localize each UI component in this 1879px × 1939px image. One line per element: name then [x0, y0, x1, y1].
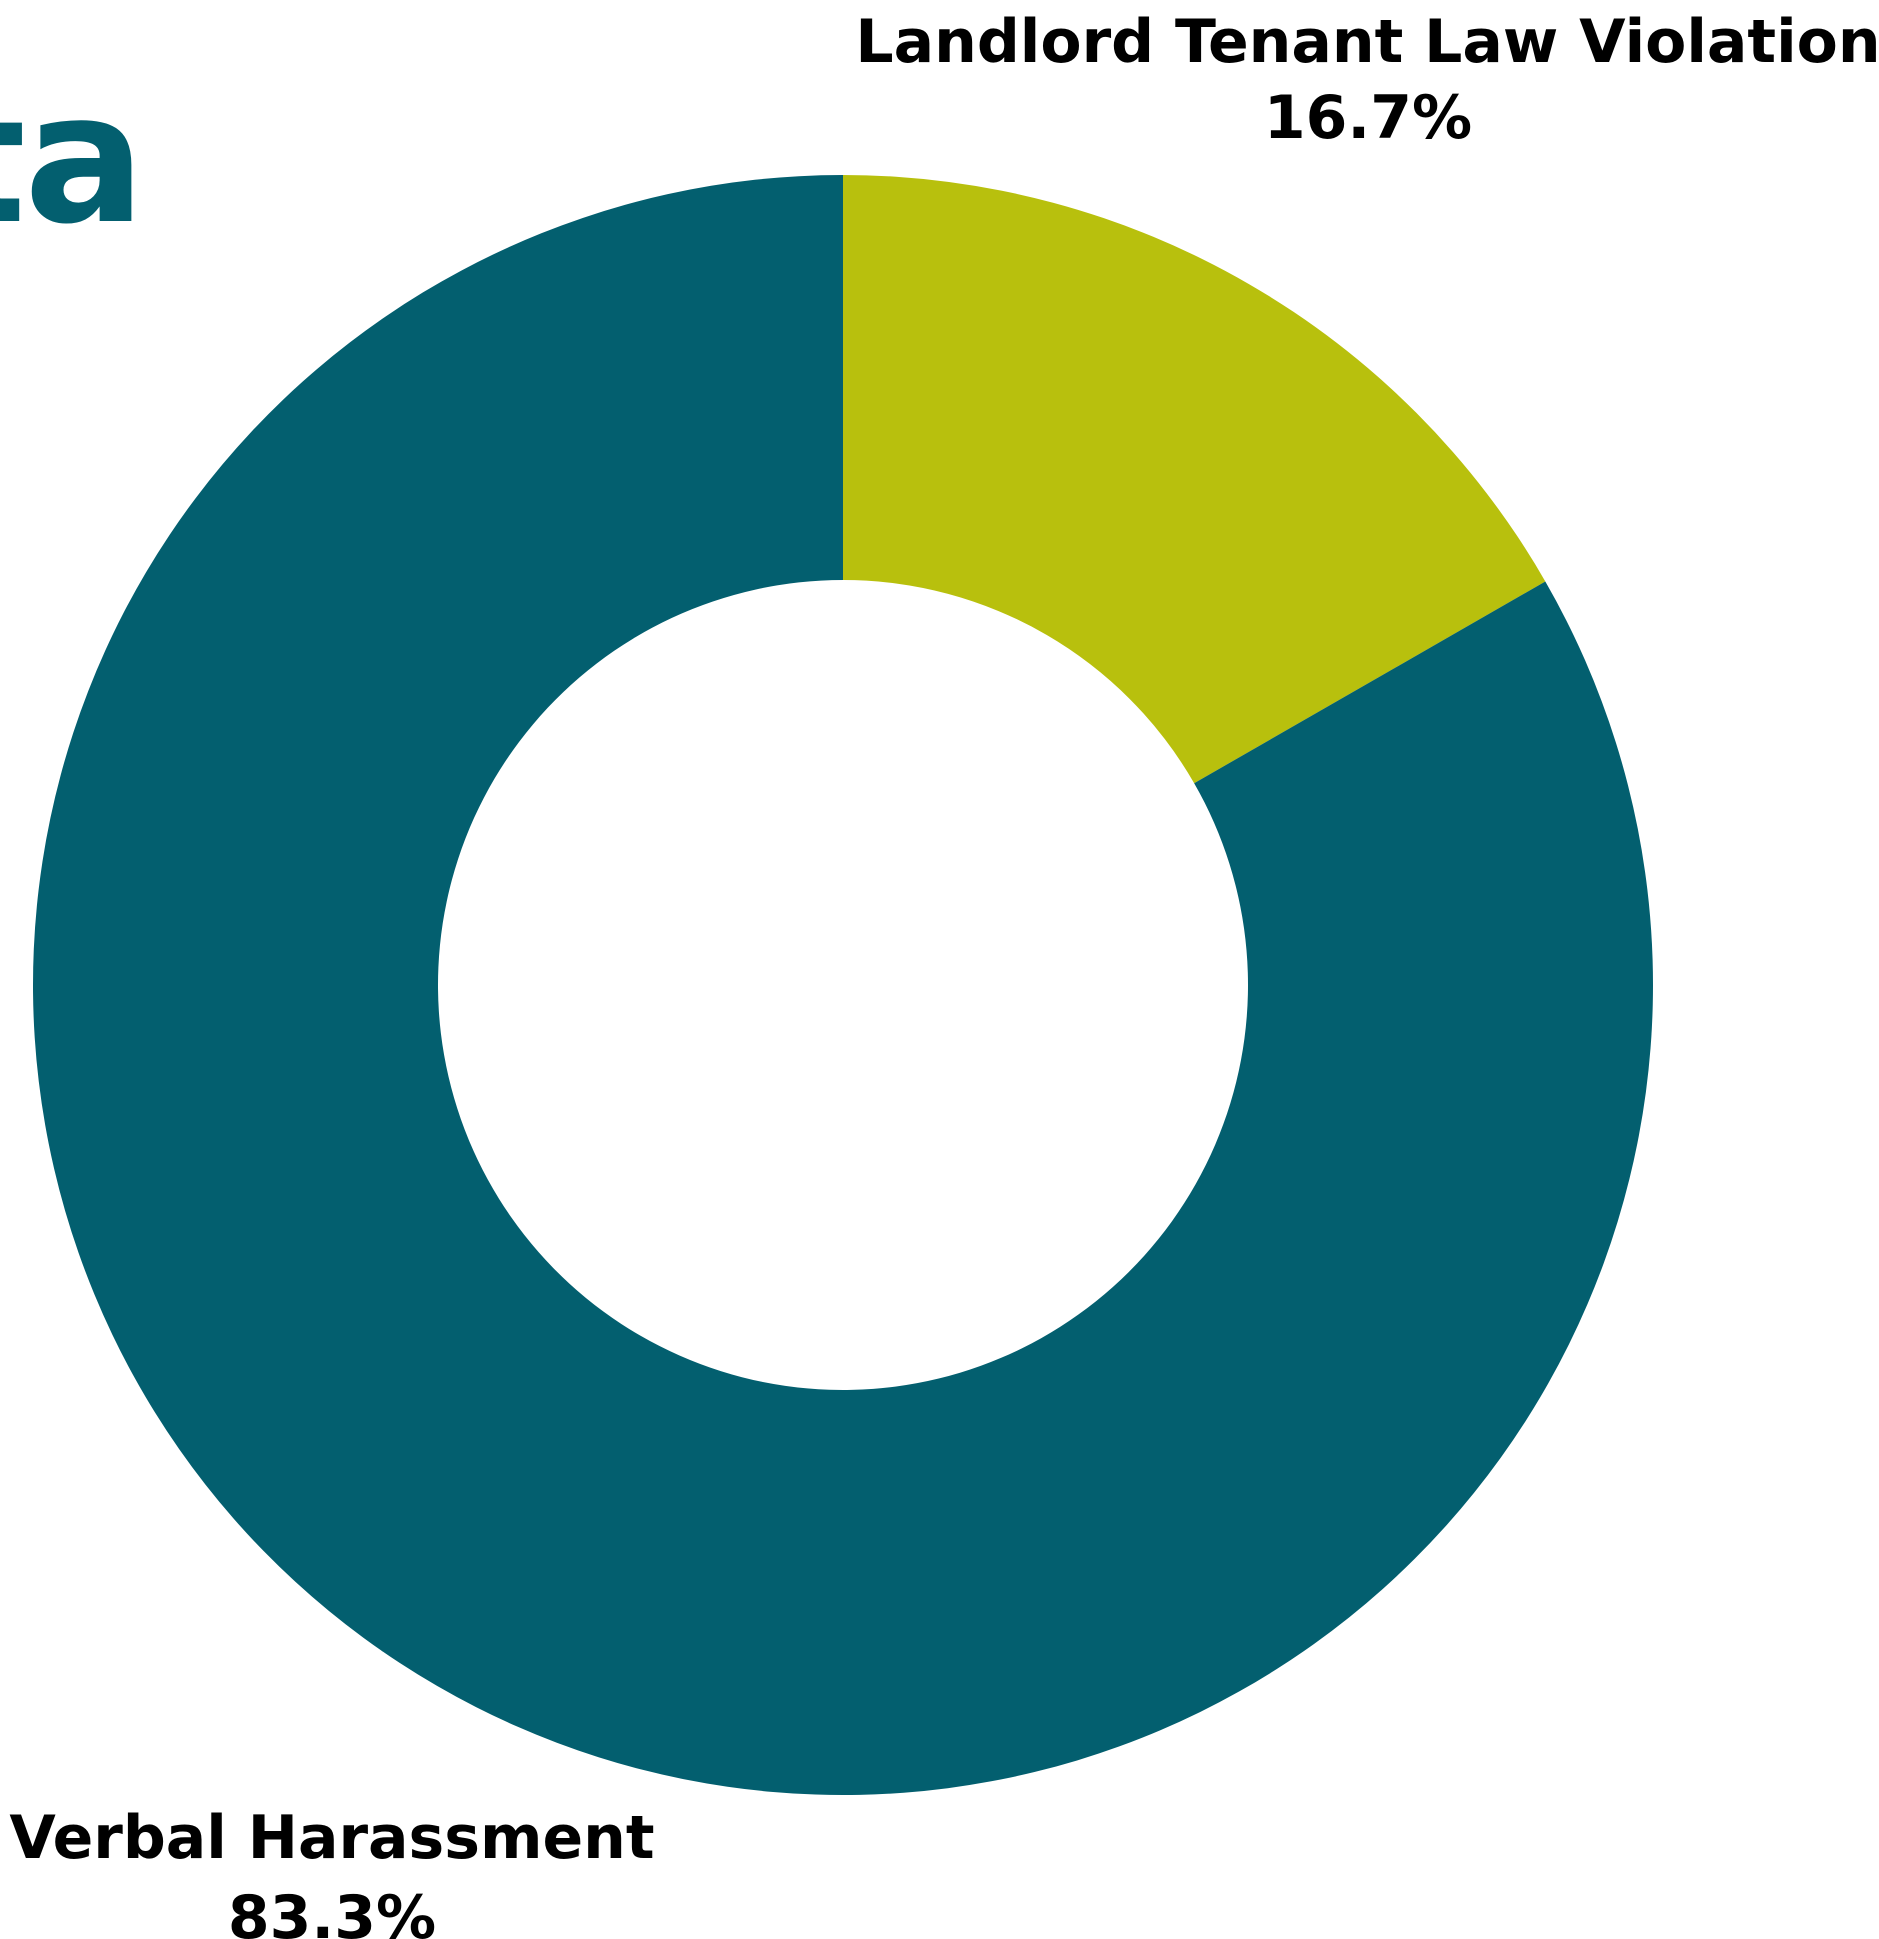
slice-value-landlord-tenant-law-violation: 16.7% [1264, 83, 1472, 153]
slice-label-landlord-tenant-law-violation: Landlord Tenant Law Violation [855, 7, 1879, 77]
slice-value-verbal-harassment: 83.3% [228, 1883, 436, 1939]
slices-group [33, 175, 1653, 1795]
slice-label-verbal-harassment: Verbal Harassment [9, 1803, 654, 1873]
